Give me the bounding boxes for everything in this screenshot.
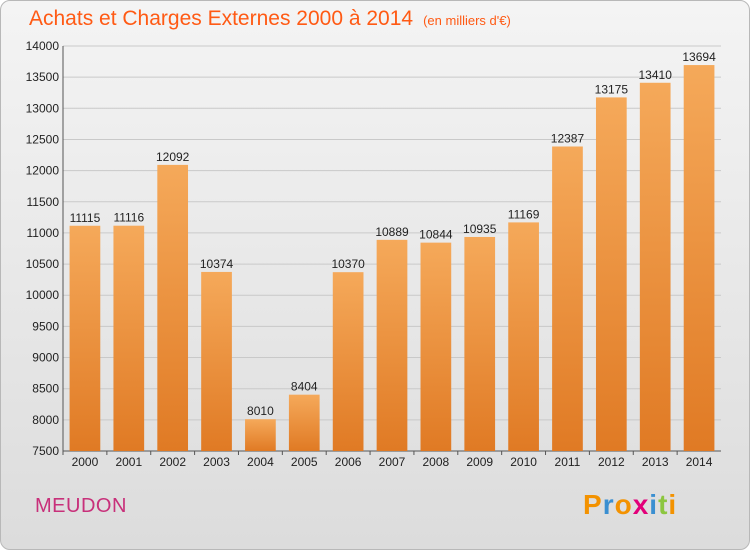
bar [113,225,145,451]
bar [464,236,496,451]
x-tick-label: 2014 [686,455,713,469]
x-tick-label: 2005 [291,455,318,469]
bar-value-label: 10935 [463,222,497,236]
x-tick-label: 2011 [555,455,581,469]
logo-letter: r [602,489,615,520]
x-tick-label: 2007 [379,455,406,469]
bar [288,394,320,451]
bar-value-label: 12387 [551,132,585,146]
x-tick-label: 2012 [598,455,625,469]
x-tick-label: 2013 [642,455,669,469]
bar [332,272,364,451]
title-unit: (en milliers d'€) [423,13,511,28]
logo-letter: x [632,489,650,520]
bar-value-label: 13175 [595,82,629,96]
y-tick-label: 13500 [26,70,60,84]
city-label: MEUDON [35,495,127,517]
bar [639,82,671,451]
y-tick-label: 11500 [27,195,60,209]
x-tick-label: 2004 [247,455,274,469]
proxiti-logo: Proxiti [583,489,677,521]
bar [683,65,715,451]
y-tick-label: 12000 [26,164,60,178]
x-tick-label: 2008 [423,455,450,469]
bar [69,225,101,451]
bar-value-label: 13694 [682,50,716,64]
bar [201,271,232,451]
bar-value-label: 10374 [200,257,234,271]
chart-title: Achats et Charges Externes 2000 à 2014 (e… [29,7,511,31]
bar-value-label: 11169 [508,207,540,221]
bar-value-label: 11116 [113,211,144,225]
logo-letter: o [614,489,633,520]
y-tick-label: 10500 [26,257,60,271]
bar [552,146,583,451]
bar-value-label: 8404 [291,380,318,394]
bar [376,239,408,451]
x-tick-label: 2010 [510,455,537,469]
y-tick-label: 8000 [32,413,59,427]
bar [420,242,452,451]
bar-value-label: 11115 [70,211,101,225]
y-tick-label: 7500 [32,444,59,458]
y-tick-label: 8500 [32,382,59,396]
x-tick-label: 2009 [466,455,493,469]
bar [245,419,276,451]
logo-letter: P [583,489,603,520]
bar [157,164,189,452]
bar-value-label: 13410 [639,68,673,82]
y-tick-label: 13000 [26,101,60,115]
bar [508,222,539,451]
y-tick-label: 10000 [26,288,60,302]
x-tick-label: 2003 [203,455,230,469]
y-tick-label: 14000 [26,39,60,53]
logo-letter: t [658,489,669,520]
bar-value-label: 10844 [419,228,453,242]
bar [595,97,627,452]
y-tick-label: 9000 [32,351,59,365]
title-text: Achats et Charges Externes 2000 à 2014 [29,7,414,30]
y-tick-label: 11000 [27,226,60,240]
y-tick-label: 9500 [32,319,59,333]
logo-letter: i [649,489,659,520]
x-tick-label: 2000 [72,455,99,469]
x-tick-label: 2002 [159,455,186,469]
bar-value-label: 10370 [331,257,365,271]
bar-value-label: 10889 [375,225,409,239]
y-tick-label: 12500 [26,132,60,146]
bar-value-label: 12092 [156,150,190,164]
bar-value-label: 8010 [247,404,274,418]
x-tick-label: 2001 [115,455,142,469]
x-tick-label: 2006 [335,455,362,469]
logo-letter: i [668,489,678,520]
